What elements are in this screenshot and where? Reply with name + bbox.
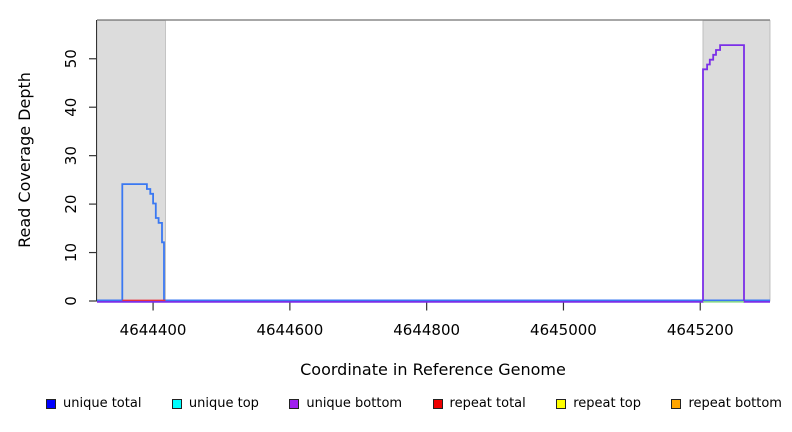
legend-swatch-unique-top bbox=[171, 398, 182, 409]
legend-swatch-unique-total bbox=[46, 398, 56, 409]
series-line-2 bbox=[97, 44, 770, 303]
coverage-chart: 0 10 20 30 40 50 4644400 4644600 4644800 4645000 4… bbox=[15, 19, 771, 379]
y-tick-label: 0 bbox=[62, 296, 80, 306]
legend-item-unique-total: unique total bbox=[46, 396, 141, 411]
legend-item-repeat-bottom: repeat bottom bbox=[671, 396, 782, 411]
shaded-regions-group bbox=[96, 20, 771, 302]
x-tick-label: 4644800 bbox=[393, 321, 460, 339]
y-tick-label: 50 bbox=[62, 49, 80, 68]
chart-legend: unique total unique top unique bottom repea… bbox=[0, 396, 792, 411]
legend-label: repeat total bbox=[449, 396, 526, 411]
y-tick-label: 20 bbox=[62, 195, 80, 214]
y-axis-title: Read Coverage Depth bbox=[15, 72, 34, 248]
legend-item-repeat-total: repeat total bbox=[432, 396, 526, 411]
legend-label: unique top bbox=[188, 396, 259, 411]
x-tick-label: 4644400 bbox=[120, 321, 187, 339]
left-shaded-region bbox=[96, 20, 166, 302]
y-tick-label: 10 bbox=[62, 243, 80, 262]
legend-label: repeat top bbox=[573, 396, 641, 411]
legend-item-repeat-top: repeat top bbox=[556, 396, 641, 411]
series-line-0 bbox=[97, 183, 770, 302]
y-tick-label: 40 bbox=[62, 98, 80, 117]
y-tick-label: 30 bbox=[62, 146, 80, 165]
axes-group: 0 10 20 30 40 50 4644400 4644600 4644800 4645000 4… bbox=[62, 20, 734, 339]
right-shaded-region bbox=[702, 20, 771, 302]
legend-swatch-repeat-total bbox=[432, 398, 443, 409]
legend-item-unique-bottom: unique bottom bbox=[289, 396, 402, 411]
x-tick-label: 4645200 bbox=[667, 321, 734, 339]
legend-item-unique-top: unique top bbox=[171, 396, 259, 411]
legend-label: repeat bottom bbox=[688, 396, 782, 411]
x-axis-title: Coordinate in Reference Genome bbox=[300, 360, 566, 379]
coverage-plot-canvas: 0 10 20 30 40 50 4644400 4644600 4644800 4645000 4… bbox=[15, 19, 771, 379]
legend-label: unique total bbox=[63, 396, 142, 411]
legend-label: unique bottom bbox=[306, 396, 403, 411]
legend-swatch-repeat-top bbox=[556, 398, 567, 409]
x-tick-label: 4645000 bbox=[530, 321, 597, 339]
x-tick-label: 4644600 bbox=[256, 321, 323, 339]
legend-swatch-repeat-bottom bbox=[671, 398, 682, 409]
legend-swatch-unique-bottom bbox=[289, 398, 300, 409]
series-lines-group bbox=[97, 44, 770, 303]
